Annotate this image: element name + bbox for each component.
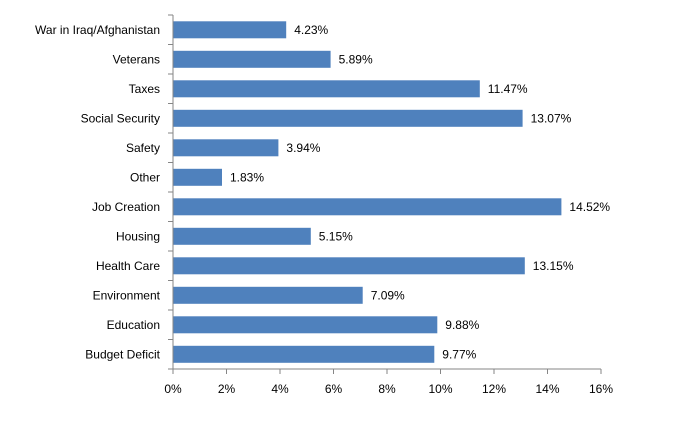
value-labels: 4.23% 5.89% 11.47% 13.07% 3.94% 1.83% 14.52% 5.… [230, 23, 610, 361]
category-labels: War in Iraq/Afghanistan Veterans Taxes Soci… [35, 23, 161, 361]
value-label: 13.07% [531, 111, 572, 125]
value-label: 5.89% [339, 52, 373, 66]
bar [173, 345, 435, 363]
x-tick-label: 2% [218, 382, 236, 396]
value-label: 9.88% [445, 318, 479, 332]
bar [173, 286, 363, 304]
bar [173, 139, 279, 157]
bar [173, 227, 311, 245]
category-label: Housing [116, 229, 160, 243]
value-label: 1.83% [230, 170, 264, 184]
category-label: Social Security [81, 111, 160, 125]
bar [173, 257, 525, 275]
bar [173, 80, 480, 98]
category-label: Other [130, 170, 160, 184]
x-tick-label: 16% [589, 382, 613, 396]
category-label: Safety [126, 141, 160, 155]
category-label: Health Care [96, 259, 160, 273]
x-tick-label: 12% [482, 382, 506, 396]
category-label: Veterans [113, 52, 160, 66]
x-tick-label: 4% [271, 382, 289, 396]
x-tick-label: 6% [325, 382, 343, 396]
value-label: 9.77% [442, 347, 476, 361]
value-label: 7.09% [371, 288, 405, 302]
bar [173, 168, 222, 186]
x-tick-label: 0% [164, 382, 182, 396]
bars-group [173, 21, 562, 363]
x-tick-label: 10% [428, 382, 452, 396]
x-tick-labels: 0% 2% 4% 6% 8% 10% 12% 14% 16% [164, 382, 613, 396]
category-label: War in Iraq/Afghanistan [35, 23, 160, 37]
category-label: Taxes [129, 82, 160, 96]
x-tick-label: 8% [378, 382, 396, 396]
value-label: 14.52% [569, 200, 610, 214]
bar [173, 198, 562, 216]
category-label: Budget Deficit [85, 347, 160, 361]
value-label: 5.15% [319, 229, 353, 243]
value-label: 3.94% [286, 141, 320, 155]
category-label: Environment [93, 288, 161, 302]
axes [168, 14, 602, 374]
x-tick-label: 14% [535, 382, 559, 396]
category-label: Job Creation [92, 200, 160, 214]
bar [173, 21, 287, 39]
category-label: Education [107, 318, 160, 332]
bar [173, 316, 438, 334]
value-label: 11.47% [488, 82, 528, 96]
value-label: 13.15% [533, 259, 574, 273]
bar [173, 50, 331, 68]
value-label: 4.23% [294, 23, 328, 37]
bar [173, 109, 523, 127]
